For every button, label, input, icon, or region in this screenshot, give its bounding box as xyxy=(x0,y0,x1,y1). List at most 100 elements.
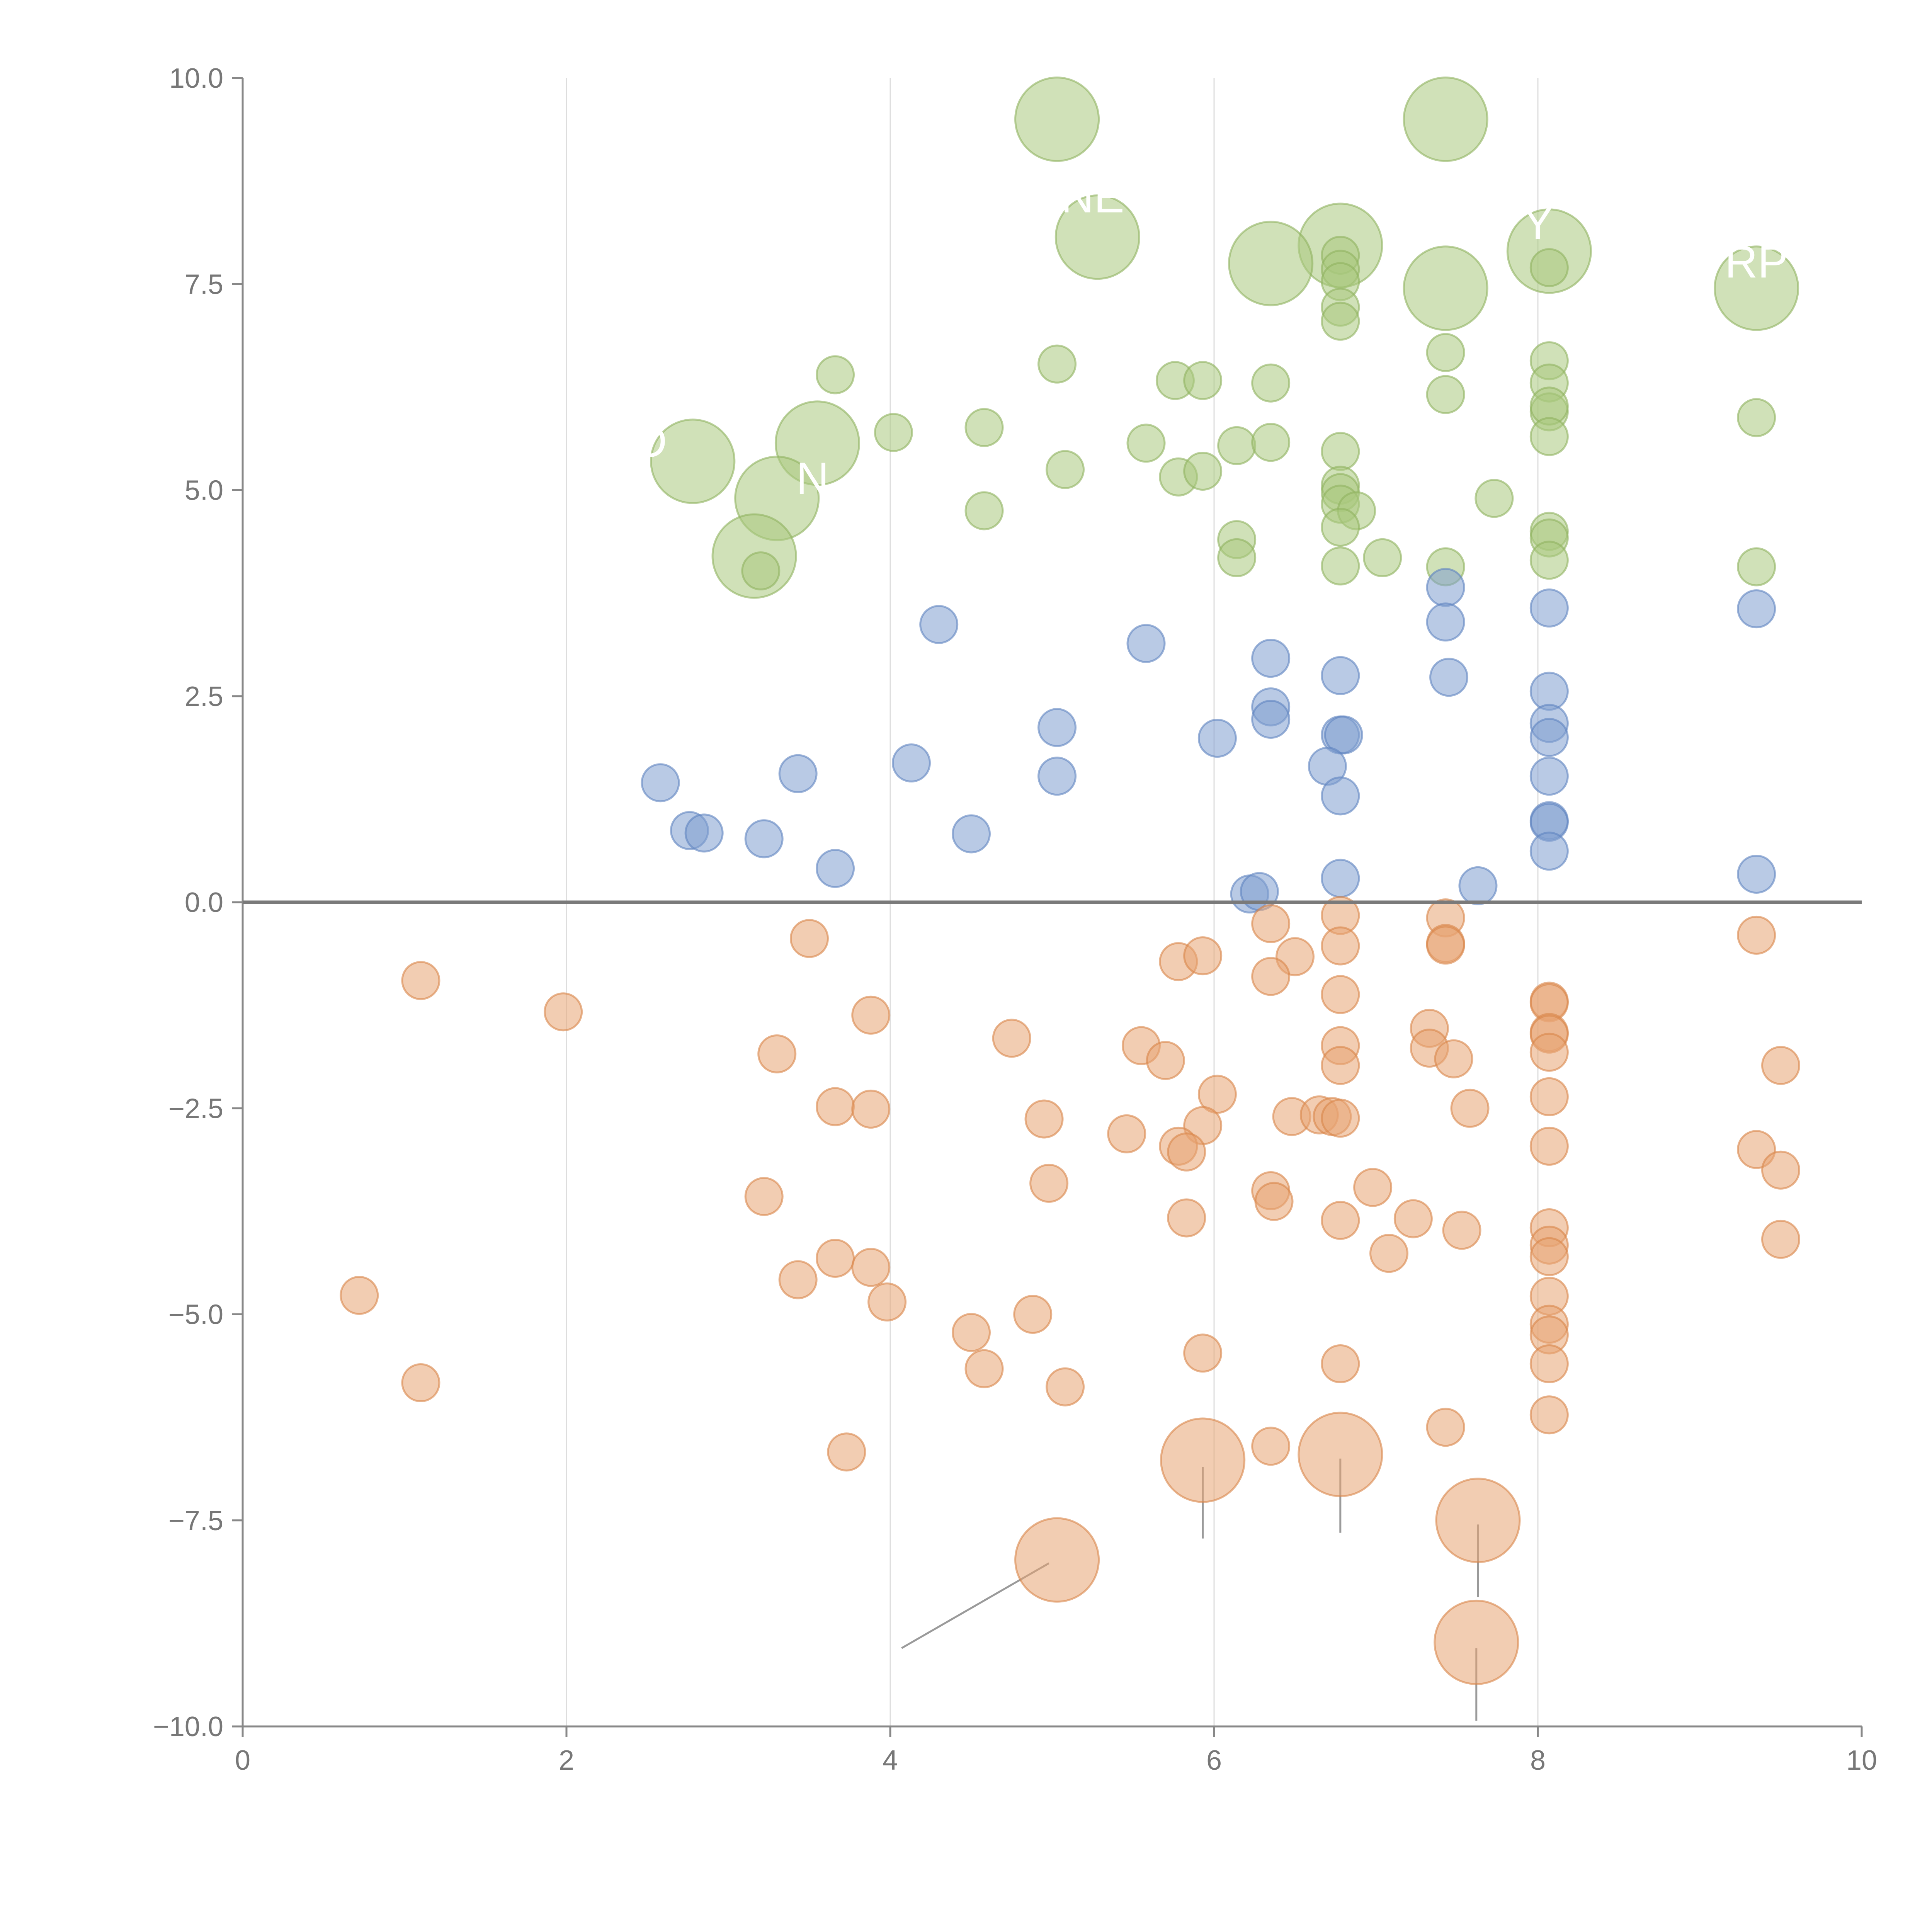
point-negative xyxy=(1529,1237,1569,1276)
point-high-positive xyxy=(874,413,913,452)
point-label: D xyxy=(634,416,667,467)
point-negative xyxy=(952,1313,991,1352)
point-high-positive xyxy=(1737,398,1776,437)
y-tick-label: −2.5 xyxy=(168,1093,223,1124)
point-high-positive xyxy=(816,355,855,395)
point-negative xyxy=(1529,1395,1569,1435)
point-low-positive xyxy=(919,605,959,644)
point-negative xyxy=(1254,1182,1294,1221)
point-negative xyxy=(340,1276,379,1315)
point-negative xyxy=(744,1177,784,1216)
point-low-positive xyxy=(744,819,784,859)
point-negative xyxy=(1146,1041,1185,1080)
point-low-positive xyxy=(1529,718,1569,757)
point-high-positive-large xyxy=(1054,194,1140,280)
point-low-positive xyxy=(1529,757,1569,796)
point-label: Y xyxy=(1523,198,1553,249)
point-high-positive xyxy=(1737,547,1776,587)
x-tick-label: 2 xyxy=(559,1745,574,1776)
point-negative-large xyxy=(1435,1478,1521,1563)
point-negative xyxy=(992,1019,1031,1058)
point-low-positive xyxy=(1324,715,1363,755)
point-low-positive xyxy=(778,754,818,793)
point-negative xyxy=(1167,1198,1206,1238)
y-tick-label: −7.5 xyxy=(168,1505,223,1536)
point-high-positive xyxy=(1426,375,1465,414)
y-tick-label: 0.0 xyxy=(185,887,223,918)
point-negative xyxy=(851,1089,891,1129)
point-negative xyxy=(1183,936,1223,976)
point-high-positive xyxy=(1321,432,1360,471)
point-high-positive xyxy=(1363,538,1402,577)
point-negative xyxy=(1737,915,1776,955)
point-negative xyxy=(1183,1333,1223,1373)
point-negative xyxy=(867,1282,907,1322)
point-high-positive xyxy=(1217,538,1257,577)
point-negative xyxy=(1761,1219,1800,1259)
point-negative xyxy=(790,919,829,958)
point-negative xyxy=(1442,1211,1481,1250)
point-negative xyxy=(1251,957,1291,996)
point-high-positive xyxy=(964,491,1004,531)
point-negative xyxy=(1107,1114,1146,1153)
point-negative xyxy=(1321,926,1360,966)
y-tick-label: −10.0 xyxy=(153,1711,223,1742)
point-negative xyxy=(827,1432,866,1472)
point-low-positive xyxy=(952,814,991,854)
point-high-positive xyxy=(741,551,781,591)
point-low-positive xyxy=(1426,568,1465,607)
point-high-positive xyxy=(1426,333,1465,372)
point-negative xyxy=(1426,1408,1465,1447)
point-negative xyxy=(1761,1046,1800,1085)
point-high-positive xyxy=(1183,451,1223,491)
point-low-positive xyxy=(1321,859,1360,898)
point-negative xyxy=(1321,1046,1360,1085)
point-negative xyxy=(851,995,891,1035)
point-negative-large xyxy=(1298,1412,1383,1497)
point-negative xyxy=(401,961,440,1000)
point-high-positive-large xyxy=(1714,245,1799,331)
point-high-positive xyxy=(1321,507,1360,547)
point-high-positive xyxy=(1529,248,1569,287)
point-low-positive xyxy=(816,849,855,888)
y-tick-label: 7.5 xyxy=(185,269,223,300)
point-high-positive-large xyxy=(1403,77,1488,162)
point-low-positive xyxy=(1426,602,1465,642)
point-high-positive-large xyxy=(1403,245,1488,331)
point-negative-large xyxy=(1434,1599,1519,1685)
point-low-positive xyxy=(1429,658,1469,697)
point-high-positive xyxy=(1046,450,1085,489)
point-low-positive xyxy=(1037,757,1077,796)
point-low-positive xyxy=(1529,832,1569,871)
point-negative xyxy=(1426,925,1465,965)
point-negative xyxy=(1450,1088,1490,1128)
point-high-positive xyxy=(1475,479,1514,518)
point-low-positive xyxy=(1037,708,1077,747)
point-negative xyxy=(1529,1344,1569,1383)
point-negative xyxy=(851,1248,891,1287)
point-low-positive xyxy=(1321,776,1360,816)
point-low-positive xyxy=(1126,624,1166,663)
point-negative xyxy=(1321,1201,1360,1240)
point-negative xyxy=(816,1238,855,1278)
point-low-positive xyxy=(1737,589,1776,629)
point-negative xyxy=(757,1034,797,1073)
point-high-positive xyxy=(1251,363,1291,403)
point-high-positive-large xyxy=(1228,221,1314,306)
point-label: RP xyxy=(1725,236,1788,287)
point-high-positive xyxy=(1183,361,1223,400)
point-high-positive xyxy=(1529,417,1569,456)
point-high-positive xyxy=(1037,344,1077,384)
point-negative xyxy=(1321,1099,1360,1138)
y-tick-label: 10.0 xyxy=(169,63,223,94)
point-negative xyxy=(1046,1367,1085,1406)
point-low-positive xyxy=(1197,719,1237,758)
point-low-positive xyxy=(1529,588,1569,628)
point-high-positive xyxy=(1251,423,1291,462)
point-negative xyxy=(1353,1168,1393,1207)
point-negative xyxy=(1321,975,1360,1014)
point-negative xyxy=(1167,1132,1206,1172)
point-negative xyxy=(1251,1427,1291,1466)
